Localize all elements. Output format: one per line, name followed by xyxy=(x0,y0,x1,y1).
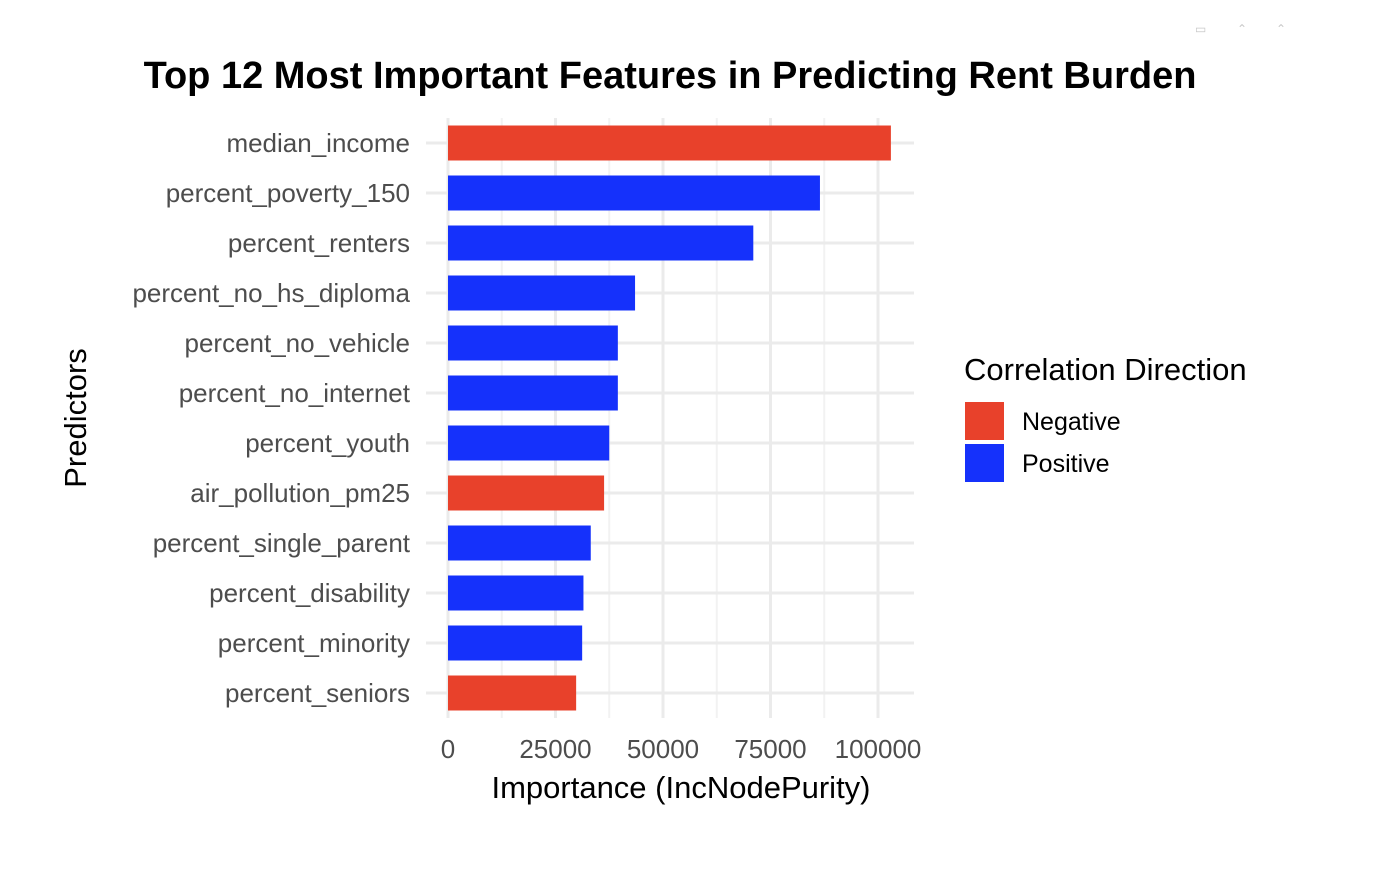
x-tick-label: 75000 xyxy=(734,734,806,764)
y-tick-label: percent_renters xyxy=(228,228,410,258)
y-tick-label: percent_no_vehicle xyxy=(185,328,411,358)
legend-label-positive: Positive xyxy=(1022,450,1110,478)
x-tick-label: 50000 xyxy=(627,734,699,764)
y-tick-label: percent_minority xyxy=(218,628,410,658)
legend-swatch-positive xyxy=(965,444,1004,482)
x-tick-labels: 0 25000 50000 75000 100000 xyxy=(441,734,922,764)
legend-swatch-negative xyxy=(965,402,1004,440)
bar-percent-no-hs-diploma xyxy=(448,275,636,311)
y-tick-label: percent_single_parent xyxy=(153,528,411,558)
x-axis-label: Importance (IncNodePurity) xyxy=(491,770,870,805)
y-tick-label: air_pollution_pm25 xyxy=(190,478,410,508)
bar-percent-youth xyxy=(448,425,610,461)
bar-percent-minority xyxy=(448,625,583,661)
y-axis-label: Predictors xyxy=(58,348,93,488)
restore-icon[interactable]: ▭ xyxy=(1195,22,1206,36)
window-controls: ▭ ⌃ ⌃ xyxy=(1195,22,1286,36)
y-tick-label: percent_no_internet xyxy=(179,378,411,408)
bars xyxy=(448,125,891,711)
x-tick-label: 0 xyxy=(441,734,455,764)
y-tick-label: percent_youth xyxy=(245,428,410,458)
minimize-icon[interactable]: ⌃ xyxy=(1237,22,1247,36)
y-tick-labels: median_income percent_poverty_150 percent_… xyxy=(132,128,410,708)
bar-percent-disability xyxy=(448,575,584,611)
x-tick-label: 100000 xyxy=(835,734,922,764)
bar-percent-seniors xyxy=(448,675,577,711)
bar-percent-poverty-150 xyxy=(448,175,820,211)
bar-median-income xyxy=(448,125,891,161)
x-tick-label: 25000 xyxy=(519,734,591,764)
chart-title: Top 12 Most Important Features in Predic… xyxy=(144,55,1197,97)
y-tick-label: percent_disability xyxy=(209,578,410,608)
y-tick-label: percent_seniors xyxy=(225,678,410,708)
y-tick-label: percent_no_hs_diploma xyxy=(132,278,410,308)
close-icon[interactable]: ⌃ xyxy=(1276,22,1286,36)
bar-percent-no-vehicle xyxy=(448,325,618,361)
bar-percent-no-internet xyxy=(448,375,618,411)
legend-label-negative: Negative xyxy=(1022,408,1121,436)
bar-air-pollution-pm25 xyxy=(448,475,605,511)
y-tick-label: percent_poverty_150 xyxy=(166,178,410,208)
legend-title: Correlation Direction xyxy=(964,352,1247,387)
bar-percent-renters xyxy=(448,225,754,261)
y-tick-label: median_income xyxy=(226,128,410,158)
legend: Correlation Direction Negative Positive xyxy=(964,352,1247,482)
bar-percent-single-parent xyxy=(448,525,591,561)
